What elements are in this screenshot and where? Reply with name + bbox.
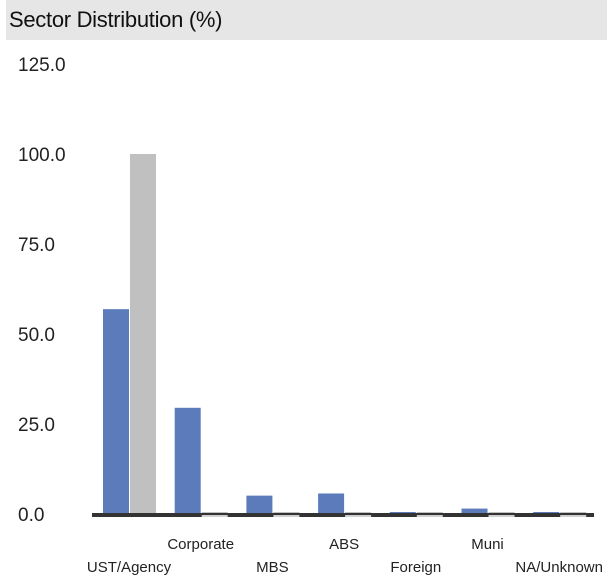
chart-title: Sector Distribution (%)	[9, 7, 223, 32]
y-tick-label: 125.0	[18, 55, 66, 76]
y-tick-label: 0.0	[18, 505, 44, 526]
bar	[130, 154, 156, 514]
x-category-label: Foreign	[390, 559, 441, 575]
bar	[246, 495, 273, 514]
x-category-label: NA/Unknown	[515, 559, 603, 575]
bar-base	[560, 515, 587, 517]
y-tick-label: 50.0	[18, 325, 55, 346]
y-tick-label: 75.0	[18, 235, 55, 256]
x-category-label: Corporate	[167, 536, 234, 553]
bar-base	[488, 515, 515, 517]
x-category-label: ABS	[329, 536, 359, 553]
bar-base	[416, 515, 443, 517]
bar-base	[201, 515, 228, 517]
y-tick-label: 25.0	[18, 415, 55, 436]
bar	[103, 309, 129, 514]
bar	[461, 508, 488, 514]
chart-title-bar: Sector Distribution (%)	[6, 0, 607, 40]
y-tick-label: 100.0	[18, 145, 66, 166]
bar-base	[273, 515, 300, 517]
bar	[318, 493, 345, 514]
x-category-label: UST/Agency	[87, 559, 172, 575]
x-category-label: MBS	[256, 559, 289, 575]
x-category-label: Muni	[471, 536, 504, 553]
bar	[174, 407, 201, 514]
x-axis-line	[92, 513, 594, 517]
bar-base	[345, 515, 372, 517]
